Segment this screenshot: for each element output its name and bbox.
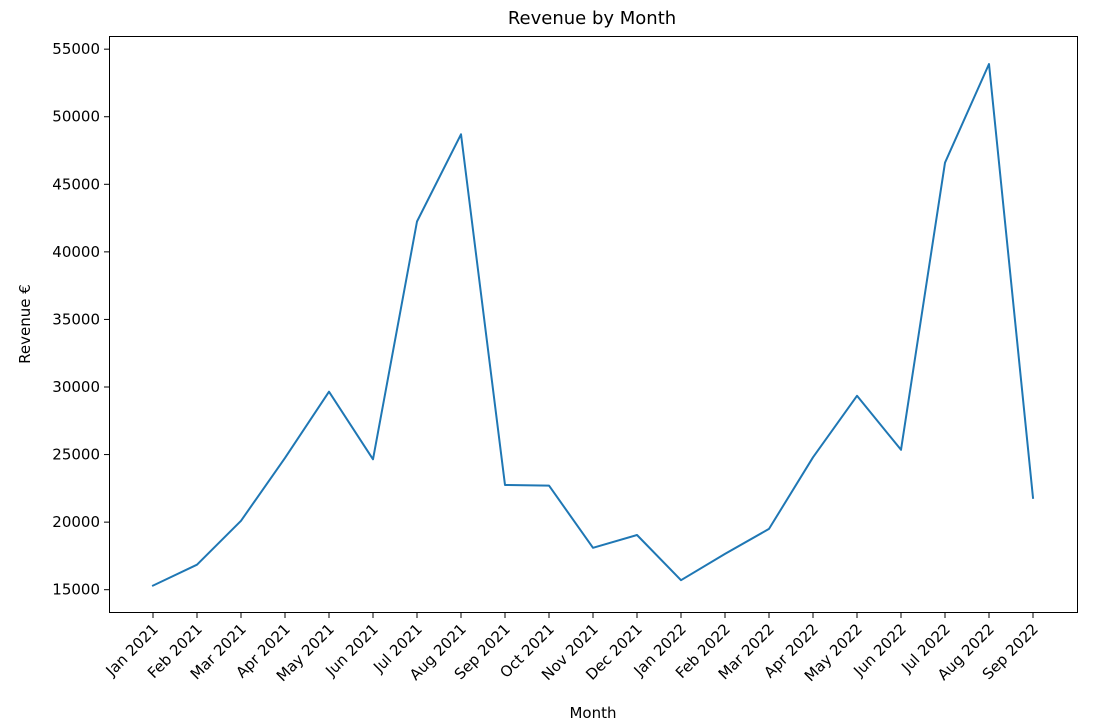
- data-point: [505, 484, 506, 485]
- data-point: [769, 528, 770, 529]
- data-point: [901, 449, 902, 450]
- data-point: [329, 391, 330, 392]
- data-point: [153, 585, 154, 586]
- data-point: [945, 162, 946, 163]
- data-point: [285, 457, 286, 458]
- y-tick-label: 45000: [52, 175, 100, 193]
- y-tick-label: 50000: [52, 108, 100, 126]
- y-tick-label: 35000: [52, 310, 100, 328]
- x-axis-label: Month: [569, 704, 616, 722]
- data-point: [725, 553, 726, 554]
- y-tick-label: 25000: [52, 446, 100, 464]
- y-tick-label: 15000: [52, 581, 100, 599]
- y-tick-label: 55000: [52, 40, 100, 58]
- chart-title: Revenue by Month: [508, 8, 676, 29]
- series-layer: [151, 63, 1035, 587]
- data-point: [197, 564, 198, 565]
- data-point: [241, 520, 242, 521]
- y-tick-label: 30000: [52, 378, 100, 396]
- revenue-series-line: [151, 63, 1035, 587]
- data-point: [373, 459, 374, 460]
- data-point: [417, 221, 418, 222]
- data-point: [549, 485, 550, 486]
- data-point: [637, 534, 638, 535]
- data-point: [681, 580, 682, 581]
- data-point: [1033, 497, 1034, 498]
- data-point: [989, 64, 990, 65]
- data-point: [813, 457, 814, 458]
- data-point: [593, 547, 594, 548]
- y-tick-label: 40000: [52, 243, 100, 261]
- y-axis-label: Revenue €: [16, 284, 34, 364]
- data-point: [461, 134, 462, 135]
- y-tick-label: 20000: [52, 513, 100, 531]
- data-point: [857, 395, 858, 396]
- y-axis-ticks: 15000 20000 25000 30000 35000 40000 45000 50000…: [52, 40, 110, 599]
